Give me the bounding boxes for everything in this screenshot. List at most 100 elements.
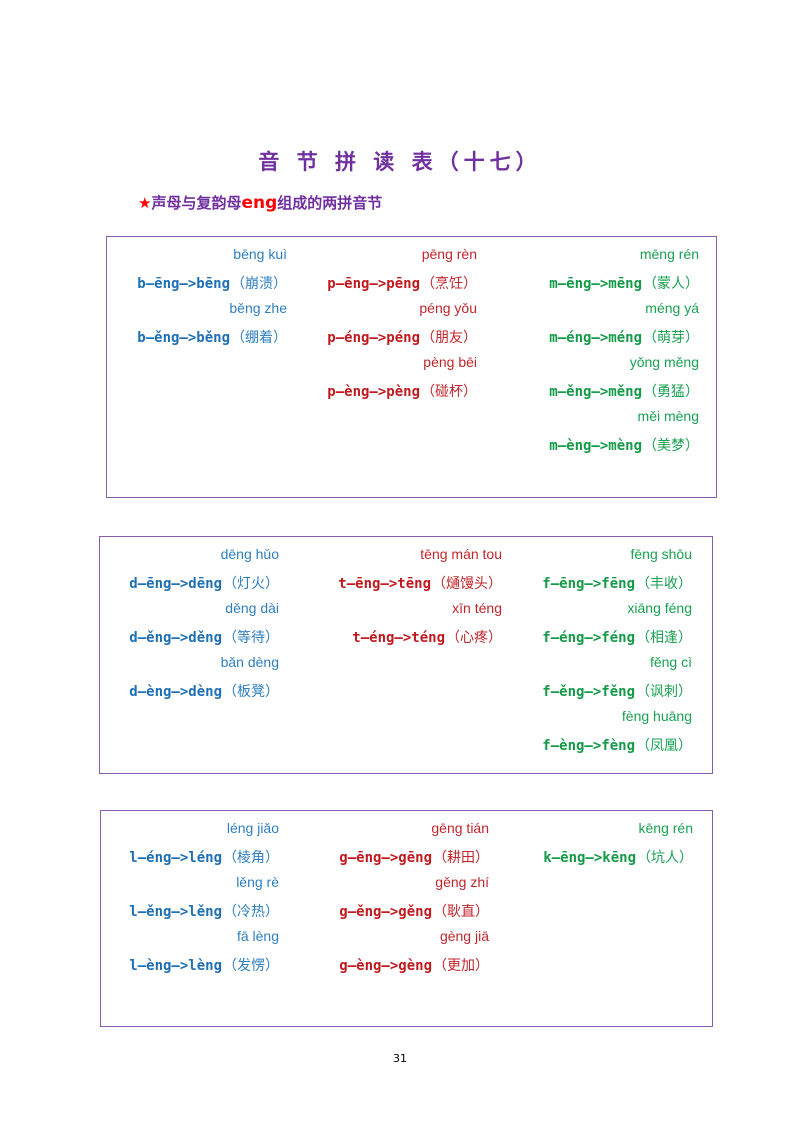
pinyin-label: péng yǒu <box>419 300 477 316</box>
syllable-column: dēng hǔo d—ēng—>dēng（灯火） děng dài d—ěng—>dě… <box>100 537 279 700</box>
formula-text: p—èng—>pèng <box>327 384 420 400</box>
formula-text: k—ēng—>kēng <box>543 850 636 866</box>
word-text: （坑人） <box>637 850 693 866</box>
syllable-entry: gěng zhí g—ěng—>gěng（耿直） <box>101 865 489 921</box>
spelling-formula: b—ěng—>běng（绷着） <box>137 327 287 347</box>
word-text: （等待） <box>223 630 279 646</box>
syllable-entry: xīn téng t—éng—>téng（心疼） <box>100 591 502 647</box>
word-text: （相逢） <box>636 630 692 646</box>
formula-text: l—ěng—>lěng <box>129 904 222 920</box>
syllable-entry: bēng kuì b—ēng—>bēng（崩溃） <box>107 237 287 293</box>
pinyin-label: tēng mán tou <box>420 546 502 562</box>
pinyin-label: kēng rén <box>638 820 693 836</box>
word-text: （板凳） <box>223 684 279 700</box>
spelling-formula: k—ēng—>kēng（坑人） <box>543 847 693 867</box>
formula-text: g—ěng—>gěng <box>339 904 432 920</box>
spelling-formula: t—éng—>téng（心疼） <box>352 627 502 647</box>
pinyin-label: děng dài <box>225 600 279 616</box>
formula-text: t—éng—>téng <box>352 630 445 646</box>
formula-text: l—éng—>léng <box>129 850 222 866</box>
word-text: （冷热） <box>223 904 279 920</box>
word-text: （发愣） <box>223 958 279 974</box>
syllable-entry: péng yǒu p—éng—>péng（朋友） <box>107 291 477 347</box>
page-title: 音 节 拼 读 表（十七） <box>258 150 542 174</box>
pinyin-label: fěng cì <box>649 654 692 670</box>
pinyin-label: měi mèng <box>637 408 699 424</box>
pinyin-label: dēng hǔo <box>220 546 279 562</box>
syllable-entry: mēng rén m—ēng—>mēng（蒙人） <box>107 237 699 293</box>
pinyin-label: fèng huāng <box>621 708 692 724</box>
syllable-column: fēng shōu f—ēng—>fēng（丰收） xiāng féng f—éng—… <box>100 537 693 755</box>
spelling-formula: p—éng—>péng（朋友） <box>327 327 477 347</box>
formula-text: m—ēng—>mēng <box>549 276 642 292</box>
word-text: （灯火） <box>223 576 279 592</box>
spelling-formula: f—ěng—>fěng（讽刺） <box>542 681 692 701</box>
pinyin-label: mēng rén <box>639 246 699 262</box>
spelling-formula: m—ēng—>mēng（蒙人） <box>549 273 699 293</box>
spelling-formula: m—éng—>méng（萌芽） <box>549 327 699 347</box>
pinyin-label: xiāng féng <box>627 600 692 616</box>
spelling-formula: l—éng—>léng（棱角） <box>129 847 279 867</box>
word-text: （更加） <box>433 958 489 974</box>
syllable-entry: gēng tián g—ēng—>gēng（耕田） <box>101 811 489 867</box>
word-text: （烹饪） <box>421 276 477 292</box>
formula-text: m—ěng—>měng <box>549 384 642 400</box>
syllable-entry: běng zhe b—ěng—>běng（绷着） <box>107 291 287 347</box>
spelling-formula: t—ēng—>tēng（熥馒头） <box>338 573 502 593</box>
syllable-entry: bǎn dèng d—èng—>dèng（板凳） <box>100 645 279 700</box>
formula-text: p—éng—>péng <box>327 330 420 346</box>
star-icon: ★ <box>138 194 152 212</box>
word-text: （熥馒头） <box>432 576 502 592</box>
formula-text: m—éng—>méng <box>549 330 642 346</box>
syllable-column: tēng mán tou t—ēng—>tēng（熥馒头） xīn téng t—én… <box>100 537 502 647</box>
spelling-formula: f—ēng—>fēng（丰收） <box>542 573 692 593</box>
formula-text: p—ēng—>pēng <box>327 276 420 292</box>
syllable-entry: gèng jiā g—èng—>gèng（更加） <box>101 919 489 975</box>
formula-text: g—èng—>gèng <box>339 958 432 974</box>
syllable-entry: fèng huāng f—èng—>fèng（凤凰） <box>100 699 692 755</box>
spelling-formula: g—ěng—>gěng（耿直） <box>339 901 489 921</box>
word-text: （耕田） <box>433 850 489 866</box>
spelling-formula: g—èng—>gèng（更加） <box>339 955 489 975</box>
syllable-entry: pèng bēi p—èng—>pèng（碰杯） <box>107 345 477 401</box>
subtitle-post: 组成的两拼音节 <box>277 194 383 212</box>
spelling-formula: m—ěng—>měng（勇猛） <box>549 381 699 401</box>
spelling-formula: p—èng—>pèng（碰杯） <box>327 381 477 401</box>
syllable-entry: fěng cì f—ěng—>fěng（讽刺） <box>100 645 692 701</box>
pinyin-label: yǒng měng <box>629 354 699 370</box>
spelling-formula: g—ēng—>gēng（耕田） <box>339 847 489 867</box>
syllable-entry: yǒng měng m—ěng—>měng（勇猛） <box>107 345 699 401</box>
pinyin-label: fēng shōu <box>630 546 693 562</box>
syllable-entry: pēng rèn p—ēng—>pēng（烹饪） <box>107 237 477 292</box>
spelling-formula: b—ēng—>bēng（崩溃） <box>137 273 287 293</box>
subtitle-pre: 声母与复韵母 <box>151 194 242 212</box>
section-subtitle: ★声母与复韵母eng组成的两拼音节 <box>138 192 382 213</box>
pinyin-label: xīn téng <box>452 600 502 616</box>
pinyin-label: lěng rè <box>236 874 279 890</box>
word-text: （萌芽） <box>643 330 699 346</box>
subtitle-eng: eng <box>241 193 278 213</box>
word-text: （崩溃） <box>231 276 287 292</box>
syllable-column: mēng rén m—ēng—>mēng（蒙人） méng yá m—éng—>mén… <box>107 237 699 455</box>
syllable-entry: měi mèng m—èng—>mèng（美梦） <box>107 399 699 455</box>
syllable-entry: léng jiǎo l—éng—>léng（棱角） <box>101 811 279 867</box>
pinyin-label: pèng bēi <box>423 354 477 370</box>
syllable-entry: lěng rè l—ěng—>lěng（冷热） <box>101 865 279 921</box>
spelling-formula: d—ěng—>děng（等待） <box>129 627 279 647</box>
formula-text: d—ēng—>dēng <box>129 576 222 592</box>
formula-text: m—èng—>mèng <box>549 438 642 454</box>
syllable-column: gēng tián g—ēng—>gēng（耕田） gěng zhí g—ěng—>g… <box>101 811 489 975</box>
formula-text: g—ēng—>gēng <box>339 850 432 866</box>
syllable-entry: dēng hǔo d—ēng—>dēng（灯火） <box>100 537 279 592</box>
word-text: （蒙人） <box>643 276 699 292</box>
pinyin-label: bǎn dèng <box>220 654 279 670</box>
spelling-formula: m—èng—>mèng（美梦） <box>549 435 699 455</box>
page-number: 31 <box>393 1052 407 1065</box>
syllable-entry: kēng rén k—ēng—>kēng（坑人） <box>101 811 693 867</box>
syllable-entry: fēng shōu f—ēng—>fēng（丰收） <box>100 537 693 593</box>
word-text: （绷着） <box>231 330 287 346</box>
spelling-formula: f—èng—>fèng（凤凰） <box>542 735 692 755</box>
syllable-column: bēng kuì b—ēng—>bēng（崩溃） běng zhe b—ěng—>bě… <box>107 237 287 347</box>
pinyin-label: méng yá <box>645 300 699 316</box>
spelling-formula: l—ěng—>lěng（冷热） <box>129 901 279 921</box>
